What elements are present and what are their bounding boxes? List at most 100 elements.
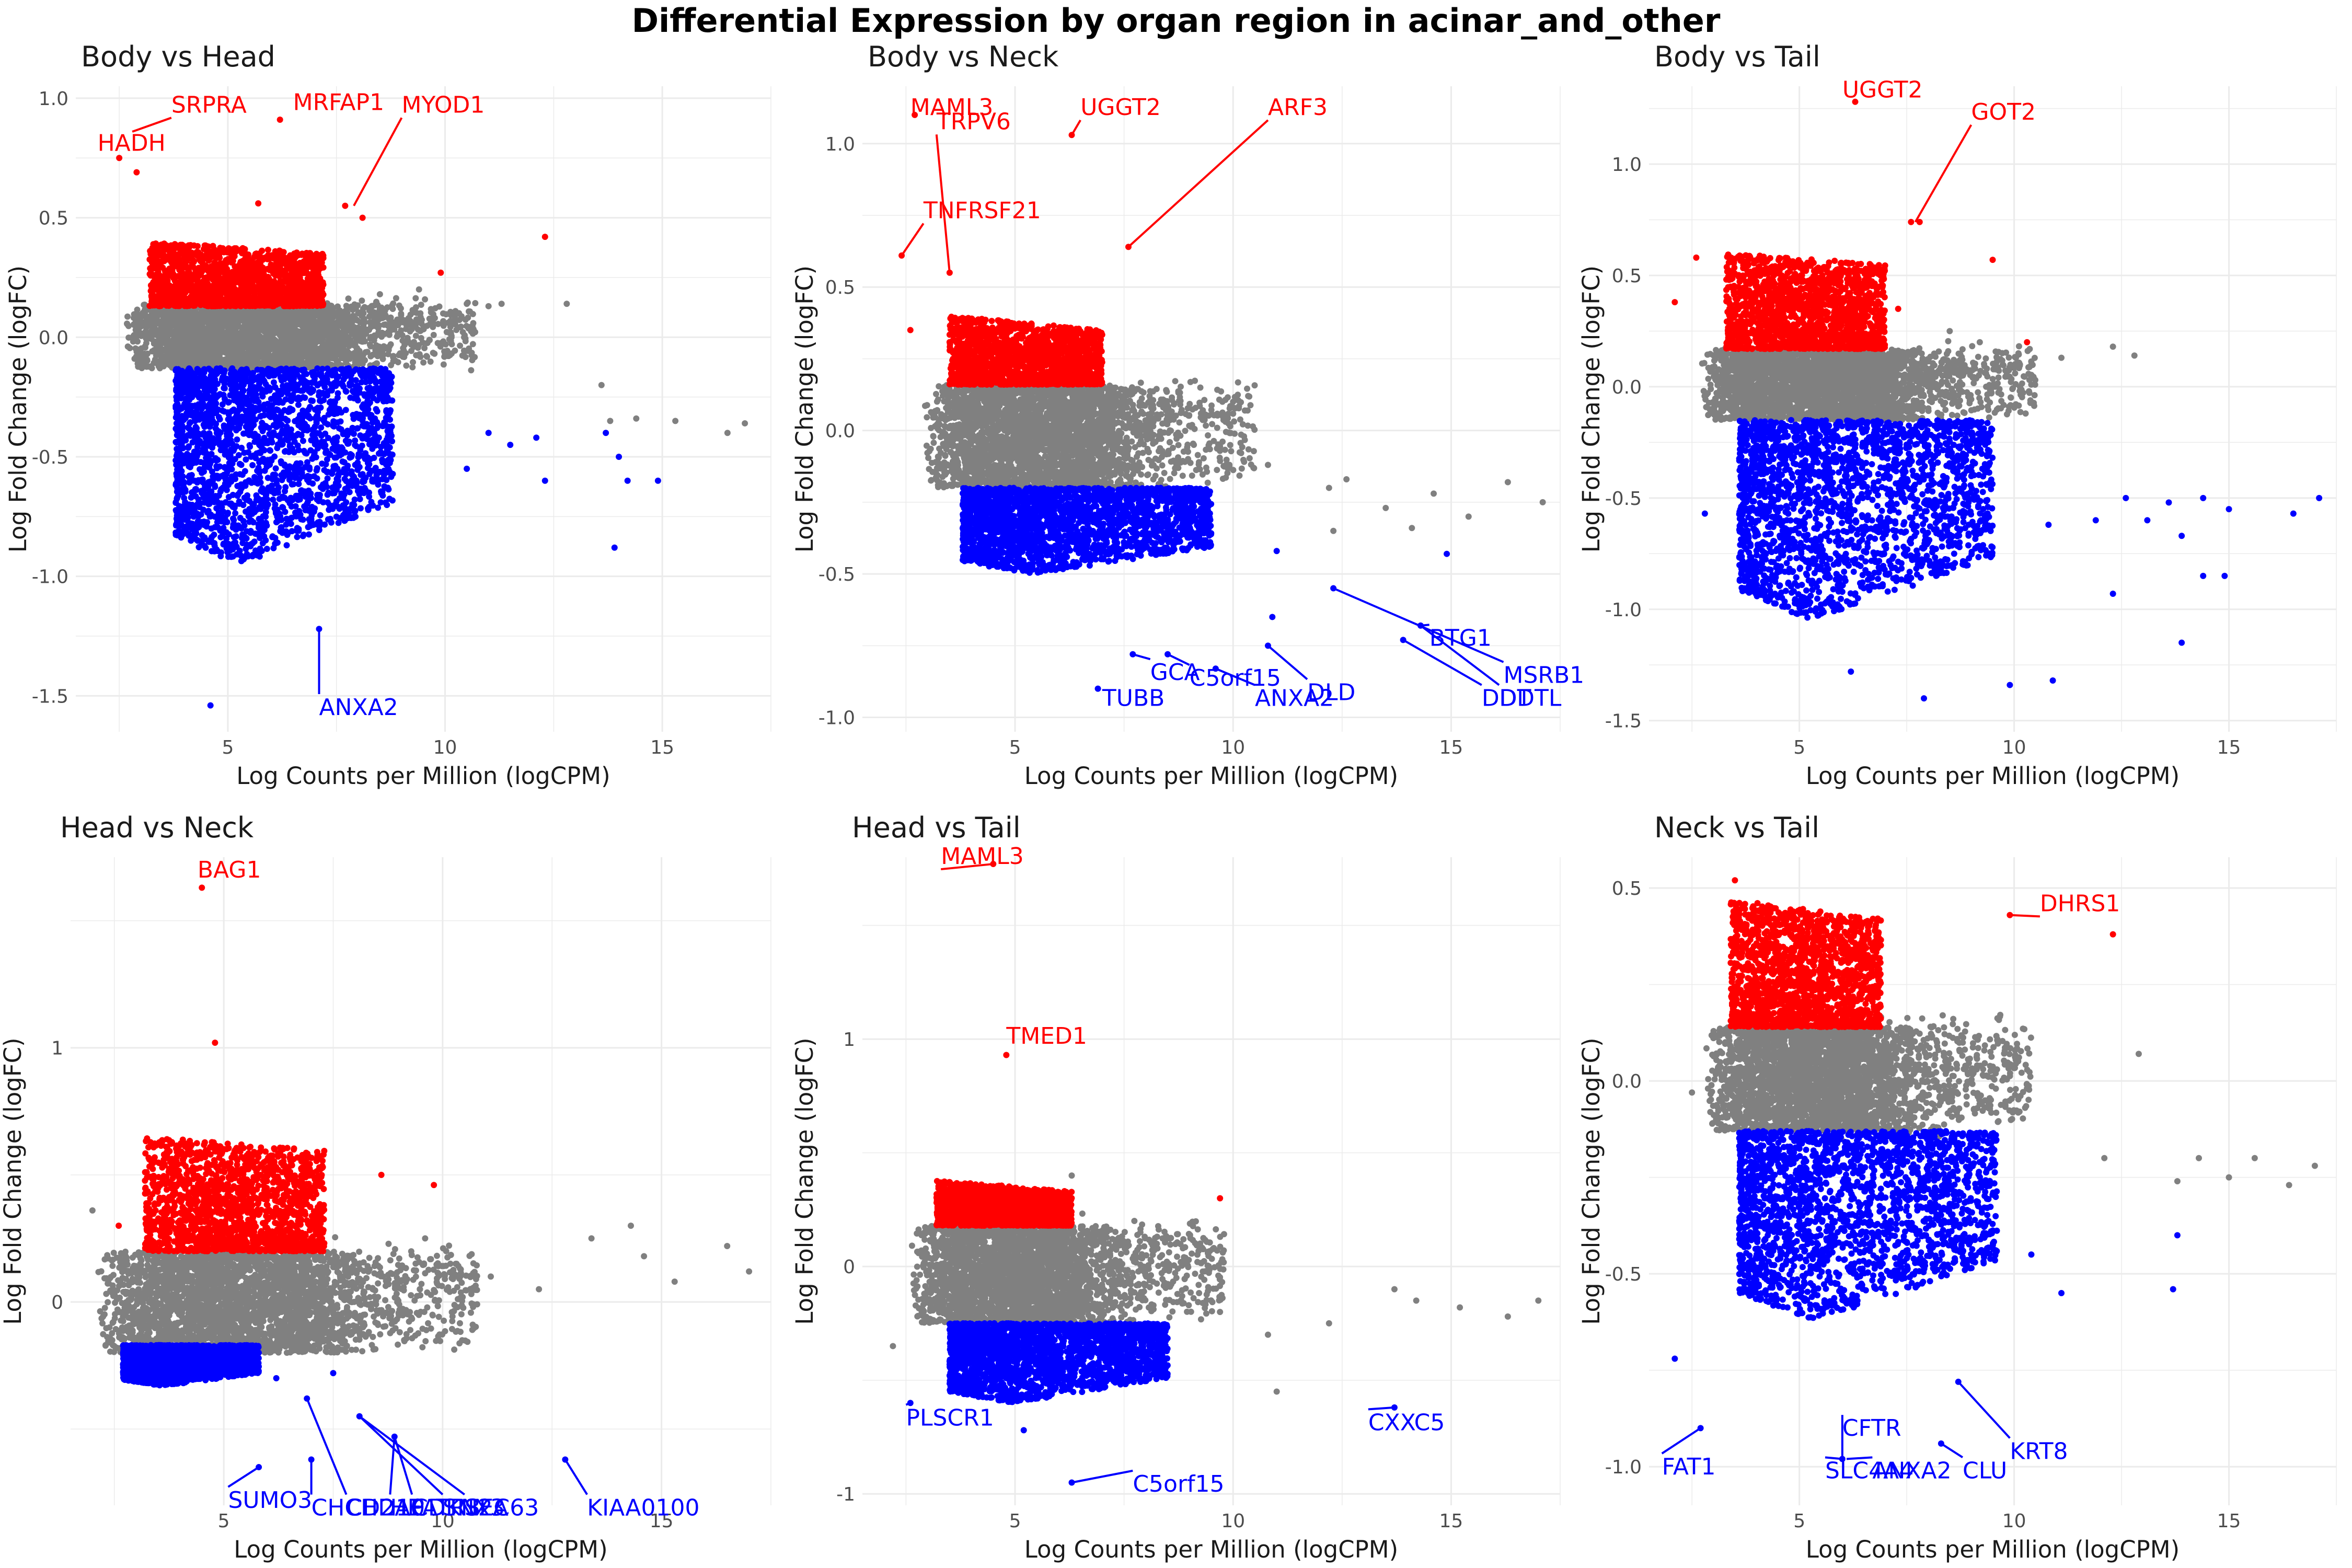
ns-gene-point — [375, 344, 382, 351]
up-gene-point — [202, 246, 209, 252]
ns-gene-point — [172, 329, 179, 336]
ns-gene-point — [287, 324, 294, 331]
ns-gene-point — [469, 330, 476, 337]
ns-gene-point — [247, 355, 253, 362]
up-gene-point — [169, 296, 176, 303]
up-gene-point — [249, 267, 256, 273]
up-gene-point — [245, 259, 251, 266]
up-gene-point — [148, 259, 155, 266]
ns-gene-point — [222, 345, 228, 352]
ns-gene-point — [329, 319, 336, 326]
ns-gene-point — [174, 342, 181, 349]
ns-gene-point — [396, 302, 402, 309]
up-gene-point — [237, 267, 244, 274]
ns-gene-point — [174, 313, 181, 319]
ns-gene-point — [462, 338, 469, 344]
ns-gene-point — [412, 295, 419, 302]
y-tick-label: 0.0 — [39, 327, 68, 349]
ns-gene-point — [203, 334, 210, 341]
ns-gene-point — [310, 314, 317, 320]
ns-gene-point — [469, 310, 476, 317]
ns-gene-point — [412, 322, 419, 329]
ns-gene-point — [301, 308, 307, 315]
ns-gene-point — [257, 347, 264, 353]
ns-gene-point — [410, 359, 417, 366]
ns-gene-point — [390, 358, 397, 365]
ns-gene-point — [159, 321, 166, 328]
ns-gene-point — [202, 317, 209, 324]
up-gene-point — [237, 260, 244, 267]
points — [116, 117, 748, 709]
up-gene-point — [235, 277, 241, 284]
ns-gene-point — [326, 309, 333, 316]
y-tick-label: 1.0 — [39, 88, 68, 110]
ns-gene-point — [237, 350, 244, 356]
up-gene-point — [206, 283, 213, 290]
ns-gene-point — [385, 328, 392, 335]
up-gene-point — [171, 302, 178, 309]
up-gene-point — [265, 296, 272, 303]
up-gene-point — [153, 240, 159, 247]
ns-gene-point — [294, 328, 301, 335]
ns-gene-point — [244, 325, 250, 331]
ns-gene-point — [154, 351, 161, 358]
ns-gene-point — [437, 340, 444, 347]
ns-gene-point — [338, 311, 344, 318]
ns-gene-point — [319, 331, 326, 338]
ns-gene-point — [472, 300, 479, 307]
ns-gene-point — [245, 315, 251, 322]
up-gene-point — [275, 265, 282, 272]
ns-gene-point — [373, 298, 379, 305]
ns-gene-point — [285, 359, 292, 365]
ns-gene-point — [317, 338, 324, 344]
up-gene-point — [243, 302, 250, 309]
ns-gene-point — [334, 304, 341, 310]
ns-gene-point — [353, 317, 360, 324]
ns-gene-point — [354, 348, 361, 355]
up-gene-point — [154, 302, 160, 308]
ns-gene-point — [386, 316, 393, 323]
ns-gene-point — [292, 310, 299, 317]
ns-gene-point — [295, 352, 302, 359]
ns-gene-point — [332, 362, 339, 368]
up-gene-point — [210, 267, 217, 273]
ns-gene-point — [345, 295, 352, 302]
ns-gene-point — [145, 315, 152, 322]
up-gene-point — [274, 293, 281, 299]
ns-gene-point — [151, 314, 158, 320]
ns-gene-point — [468, 367, 475, 374]
ns-gene-point — [412, 332, 419, 339]
ns-gene-point — [258, 340, 265, 347]
ns-gene-point — [447, 308, 454, 315]
ns-gene-point — [234, 309, 240, 316]
ns-gene-point — [124, 321, 131, 328]
ns-gene-point — [328, 305, 335, 312]
ns-gene-point — [134, 306, 141, 313]
up-gene-point — [197, 302, 204, 308]
ns-gene-point — [182, 317, 189, 324]
ns-gene-point — [140, 321, 146, 328]
up-gene-point — [231, 290, 238, 297]
up-gene-point — [302, 258, 309, 265]
ns-gene-point — [395, 321, 401, 328]
up-gene-point — [280, 286, 286, 293]
ns-gene-point — [171, 360, 178, 367]
ns-gene-point — [344, 309, 351, 316]
up-gene-point — [249, 303, 256, 309]
ns-gene-point — [155, 333, 162, 340]
ns-gene-point — [302, 330, 309, 337]
up-gene-point — [302, 281, 309, 288]
ns-gene-point — [158, 347, 165, 354]
ns-gene-point — [225, 308, 232, 315]
ns-gene-point — [268, 333, 274, 340]
ns-gene-point — [218, 326, 225, 332]
ns-gene-point — [190, 352, 197, 359]
ns-gene-point — [459, 329, 466, 336]
ns-gene-point — [430, 331, 437, 338]
up-gene-point — [287, 289, 294, 296]
ns-gene-point — [423, 353, 430, 360]
ns-gene-point — [393, 295, 399, 302]
ns-gene-point — [262, 310, 269, 317]
ns-gene-point — [305, 315, 312, 321]
ns-gene-point — [185, 356, 192, 363]
